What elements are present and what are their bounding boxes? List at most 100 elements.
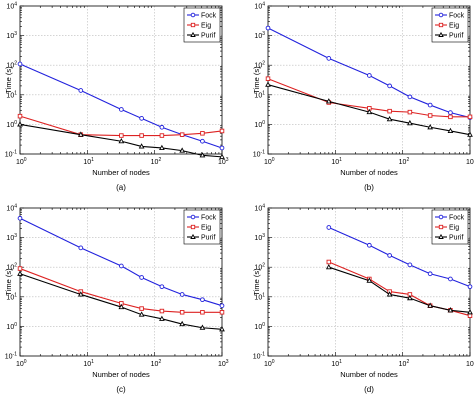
y-tick-label: 101 xyxy=(6,90,17,99)
data-point-fock xyxy=(139,116,144,121)
data-point-purif xyxy=(386,115,393,122)
plot-area-frame xyxy=(19,207,223,357)
series-line-purif xyxy=(19,273,223,330)
y-tick-label: 100 xyxy=(6,120,17,129)
x-tick-label: 100 xyxy=(264,157,275,166)
x-tick-label: 100 xyxy=(16,157,27,166)
data-point-eig xyxy=(427,113,433,118)
data-point-purif xyxy=(447,127,454,134)
data-point-fock xyxy=(139,275,144,280)
data-point-fock xyxy=(448,276,453,282)
series-line-eig xyxy=(328,261,471,317)
y-tick-label: 10-1 xyxy=(253,352,265,361)
data-point-purif xyxy=(366,108,373,115)
legend-label-purif: Purif xyxy=(449,32,463,39)
y-tick-label: 102 xyxy=(6,61,17,70)
series-line-eig xyxy=(19,115,223,137)
data-point-fock xyxy=(387,253,392,258)
data-point-purif xyxy=(199,152,206,158)
legend-label-fock: Fock xyxy=(449,12,465,19)
plot-area-frame xyxy=(19,5,223,155)
data-point-purif xyxy=(159,144,165,151)
x-tick-label: 101 xyxy=(331,157,342,166)
data-point-eig xyxy=(326,259,332,265)
data-point-purif xyxy=(219,326,225,332)
data-point-purif xyxy=(407,294,413,301)
data-point-eig xyxy=(467,313,473,318)
y-tick-label: 102 xyxy=(254,61,265,70)
data-point-purif xyxy=(17,121,23,127)
legend-label-fock: Fock xyxy=(449,214,465,221)
legend-label-fock: Fock xyxy=(201,12,217,19)
data-point-purif xyxy=(138,311,145,317)
y-axis-label: Time (s) xyxy=(252,66,261,94)
data-point-purif xyxy=(325,263,332,270)
legend-marker xyxy=(190,22,196,28)
legend-marker xyxy=(438,22,444,28)
legend-marker xyxy=(190,12,196,18)
data-point-fock xyxy=(78,245,84,251)
x-tick-label: 103 xyxy=(466,359,474,368)
data-point-eig xyxy=(17,113,23,119)
data-point-purif xyxy=(77,291,84,297)
data-point-purif xyxy=(265,81,271,87)
x-tick-label: 100 xyxy=(264,359,275,368)
data-point-eig xyxy=(200,310,205,315)
y-tick-label: 100 xyxy=(6,322,17,331)
y-tick-label: 100 xyxy=(254,120,265,129)
y-tick-label: 101 xyxy=(254,90,265,99)
y-tick-label: 104 xyxy=(254,2,265,11)
y-tick-label: 103 xyxy=(6,233,17,242)
series-line-purif xyxy=(328,266,471,313)
y-tick-label: 101 xyxy=(6,292,17,301)
data-point-purif xyxy=(118,303,125,310)
data-point-fock xyxy=(467,284,473,290)
data-point-fock xyxy=(17,215,23,221)
data-point-fock xyxy=(427,102,433,108)
y-axis-label: Time (s) xyxy=(252,268,261,296)
data-point-eig xyxy=(407,109,413,115)
x-axis-label: Number of nodes xyxy=(340,370,398,379)
data-point-purif xyxy=(219,153,225,159)
legend-marker xyxy=(438,12,444,18)
data-point-eig xyxy=(179,310,185,315)
x-tick-label: 101 xyxy=(331,359,342,368)
data-point-eig xyxy=(387,108,392,114)
data-point-fock xyxy=(219,303,225,309)
data-point-eig xyxy=(159,308,165,314)
x-tick-label: 103 xyxy=(218,359,229,368)
data-point-purif xyxy=(159,315,165,321)
x-tick-label: 102 xyxy=(399,157,410,166)
y-tick-label: 102 xyxy=(6,263,17,272)
data-point-fock xyxy=(407,94,413,100)
legend-label-eig: Eig xyxy=(201,22,211,29)
y-axis-label: Time (s) xyxy=(4,66,13,94)
data-point-fock xyxy=(179,292,185,297)
data-point-eig xyxy=(200,131,205,136)
y-tick-label: 10-1 xyxy=(253,150,265,159)
data-point-fock xyxy=(407,262,413,268)
series-line-purif xyxy=(19,123,223,158)
panel-caption: (b) xyxy=(364,183,374,192)
legend-label-purif: Purif xyxy=(449,234,463,241)
legend-label-purif: Purif xyxy=(201,234,215,241)
y-tick-label: 104 xyxy=(6,204,17,213)
legend-marker xyxy=(438,214,444,220)
data-point-purif xyxy=(447,307,454,313)
legend-marker xyxy=(190,31,196,37)
data-point-eig xyxy=(219,128,225,134)
data-point-eig xyxy=(139,133,144,138)
data-point-purif xyxy=(427,302,434,308)
data-point-fock xyxy=(200,297,205,303)
series-line-fock xyxy=(19,217,223,307)
y-tick-label: 104 xyxy=(6,2,17,11)
data-point-eig xyxy=(139,306,144,311)
y-tick-label: 10-1 xyxy=(5,150,17,159)
x-tick-label: 102 xyxy=(151,359,162,368)
data-point-fock xyxy=(326,56,332,61)
data-point-eig xyxy=(179,132,185,137)
y-tick-label: 10-1 xyxy=(5,352,17,361)
data-point-purif xyxy=(386,291,393,297)
series-line-fock xyxy=(19,63,223,149)
